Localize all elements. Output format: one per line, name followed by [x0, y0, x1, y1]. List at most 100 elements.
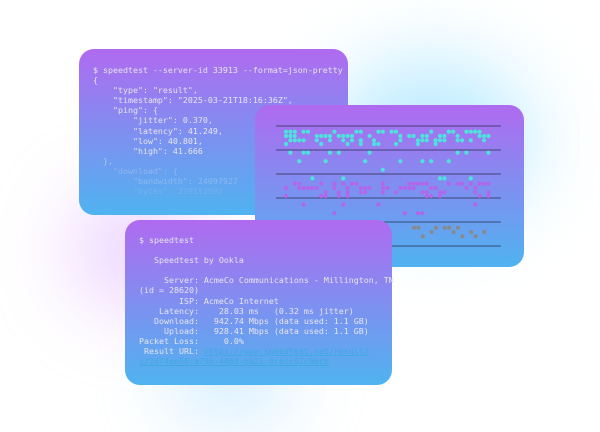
dot [442, 138, 447, 143]
dot [349, 181, 355, 186]
dot [332, 129, 337, 134]
dot [415, 138, 421, 143]
dot [486, 190, 491, 195]
dot [420, 138, 425, 143]
dot [442, 190, 447, 195]
terminal-line: (id = 28620) [139, 285, 199, 296]
dot [305, 185, 311, 191]
dot [367, 150, 372, 155]
dot [363, 159, 368, 164]
dot [283, 141, 289, 147]
dot [292, 129, 297, 134]
dot [477, 181, 482, 186]
terminal-line: "ping": { [93, 105, 158, 116]
dot [371, 138, 377, 143]
dot [297, 181, 302, 186]
dot [407, 181, 412, 186]
dot [411, 185, 416, 191]
dot [424, 193, 429, 199]
dot [415, 211, 421, 216]
result-url-link[interactable]: https://www.speedtest.net/result/ [203, 346, 369, 356]
terminal-line: $ speedtest [139, 235, 194, 245]
dot [336, 133, 341, 139]
dot [341, 202, 346, 207]
dot [327, 138, 333, 143]
dot [402, 185, 407, 191]
dot [349, 133, 355, 139]
dot [411, 133, 416, 139]
cli-terminal-window: $ speedtest Speedtest by Ookla Server: A… [124, 219, 394, 385]
result-url-link-continued[interactable]: c/2d74ee56-a79b-4469-ba21-0cecc92c8bcb [139, 356, 329, 366]
dot [314, 185, 319, 191]
dot [420, 181, 425, 186]
dot [341, 138, 346, 143]
dot [327, 133, 333, 139]
dot [446, 159, 451, 164]
dot [380, 190, 385, 195]
dot [319, 141, 324, 147]
dot [305, 150, 311, 155]
dot [473, 185, 478, 191]
dot [393, 129, 399, 134]
dot [367, 133, 372, 139]
dot [460, 234, 465, 239]
dot [481, 133, 487, 139]
dot [473, 234, 478, 239]
dot [380, 167, 385, 172]
dot [429, 193, 434, 199]
dot [310, 176, 315, 181]
result-label: Result URL: [139, 346, 204, 356]
dot [437, 133, 443, 139]
dot [398, 185, 403, 191]
terminal-line: Server: AcmeCo Communications - Millingt… [139, 275, 394, 286]
dot [473, 190, 478, 195]
terminal-line: "bytes": 239152592 [93, 186, 223, 197]
dot [301, 129, 306, 134]
dot [358, 185, 363, 191]
dot [288, 150, 293, 155]
dot [424, 138, 429, 143]
dot [323, 193, 328, 199]
dot [429, 229, 434, 235]
dot [468, 176, 473, 181]
dot [473, 202, 478, 207]
dot [319, 133, 324, 139]
dot [416, 225, 421, 230]
terminal-line: Packet Loss: 0.0% [139, 335, 244, 346]
dot [424, 133, 429, 139]
dot [420, 211, 425, 216]
dot [433, 141, 438, 147]
dot [385, 185, 390, 191]
dot [455, 225, 461, 230]
dot [345, 133, 350, 139]
dot [323, 190, 328, 195]
dot [468, 138, 473, 143]
terminal-line: { [93, 75, 98, 86]
terminal-line: "jitter": 0.370, [93, 115, 213, 126]
dot [468, 129, 473, 134]
terminal-line: "download": { [93, 165, 178, 176]
terminal-line: "low": 40.801, [93, 135, 203, 146]
dot [437, 176, 443, 181]
dot [358, 129, 363, 134]
json-terminal-window: $ speedtest --server-id 33913 --format=j… [78, 48, 348, 215]
dot [464, 129, 469, 134]
dot [380, 185, 385, 191]
dot [442, 225, 447, 230]
dot [402, 211, 407, 216]
cli-output: $ speedtest Speedtest by Ookla Server: A… [139, 235, 394, 346]
dot [314, 133, 319, 139]
dot [486, 181, 491, 186]
dot [301, 202, 306, 207]
dot [477, 193, 482, 199]
dot [407, 133, 412, 139]
dot [437, 193, 443, 199]
dot [323, 133, 328, 139]
dot [283, 129, 289, 134]
dot [447, 225, 452, 230]
dot [332, 211, 337, 216]
dot [314, 138, 319, 143]
dot [486, 193, 491, 199]
terminal-line: Upload: 928.41 Mbps (data used: 1.1 GB) [139, 325, 369, 336]
dot [424, 190, 429, 195]
